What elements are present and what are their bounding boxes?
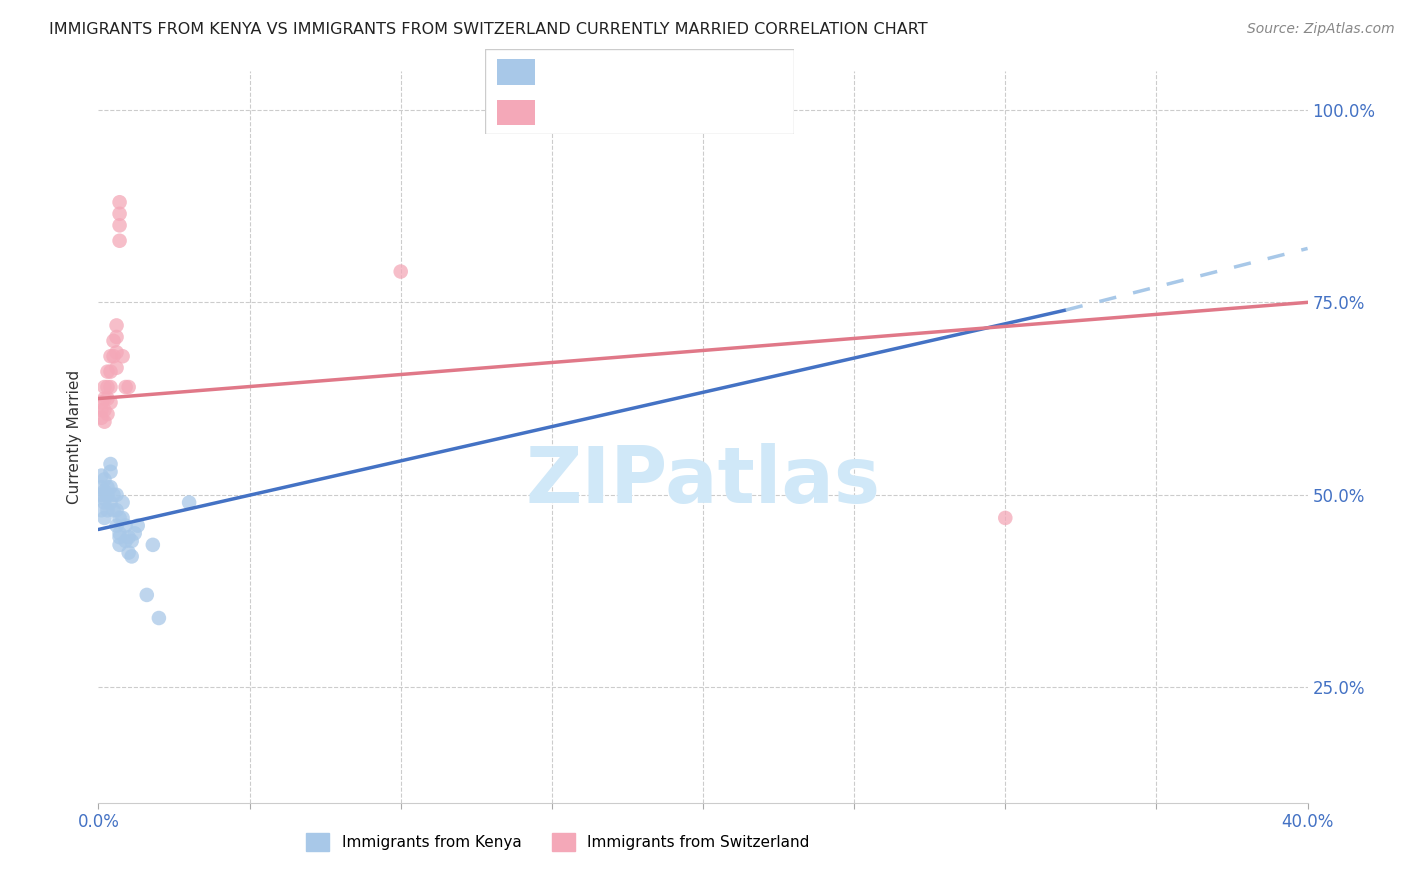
Point [179,495,201,509]
Text: 0.139: 0.139 [603,103,659,120]
Point [108,538,131,552]
Text: ZIPatlas: ZIPatlas [526,443,880,519]
Point [93,472,115,486]
Point [114,534,136,549]
Point [108,234,131,248]
Point [118,530,141,544]
Point [100,365,122,379]
Point [93,403,115,417]
Point [100,480,122,494]
Bar [498,100,534,126]
Point [105,360,128,375]
Text: R =: R = [547,103,583,120]
Point [93,491,115,506]
Point [100,465,122,479]
Legend: Immigrants from Kenya, Immigrants from Switzerland: Immigrants from Kenya, Immigrants from S… [301,827,815,857]
Text: 0.562: 0.562 [603,63,659,81]
Point [96,503,118,517]
Point [105,330,128,344]
Point [90,410,112,425]
Text: N =: N = [676,103,714,120]
Point [96,380,118,394]
Point [90,395,112,409]
Point [90,468,112,483]
Point [93,415,115,429]
Text: N =: N = [676,63,714,81]
Point [105,503,128,517]
FancyBboxPatch shape [485,49,794,134]
Text: 39: 39 [730,63,755,81]
Point [108,511,131,525]
Point [90,488,112,502]
Point [108,195,131,210]
Point [90,480,112,494]
Text: R =: R = [547,63,583,81]
Point [121,534,143,549]
Point [127,518,149,533]
Point [90,403,112,417]
Point [103,349,125,363]
Point [105,345,128,359]
Point [103,503,125,517]
Point [103,334,125,348]
Point [108,526,131,541]
Point [100,495,122,509]
Point [994,511,1017,525]
Point [96,392,118,406]
Point [100,457,122,471]
Point [121,549,143,564]
Point [389,264,412,278]
Point [135,588,157,602]
Point [111,495,134,509]
Point [114,380,136,394]
Point [93,511,115,525]
Point [124,526,146,541]
Text: 30: 30 [730,103,755,120]
Point [118,380,141,394]
Point [96,365,118,379]
Point [100,380,122,394]
Text: IMMIGRANTS FROM KENYA VS IMMIGRANTS FROM SWITZERLAND CURRENTLY MARRIED CORRELATI: IMMIGRANTS FROM KENYA VS IMMIGRANTS FROM… [49,22,928,37]
Point [93,483,115,498]
Point [103,488,125,502]
Point [108,219,131,233]
Point [100,395,122,409]
Point [96,407,118,421]
Point [111,349,134,363]
Y-axis label: Currently Married: Currently Married [67,370,83,504]
Point [114,518,136,533]
Point [148,611,170,625]
Bar [498,59,534,85]
Point [93,495,115,509]
Point [90,503,112,517]
Point [118,545,141,559]
Point [108,207,131,221]
Point [108,530,131,544]
Point [105,518,128,533]
Point [111,511,134,525]
Point [105,318,128,333]
Point [142,538,165,552]
Point [93,380,115,394]
Point [100,349,122,363]
Point [105,488,128,502]
Text: Source: ZipAtlas.com: Source: ZipAtlas.com [1247,22,1395,37]
Point [93,392,115,406]
Point [96,480,118,494]
Point [96,488,118,502]
